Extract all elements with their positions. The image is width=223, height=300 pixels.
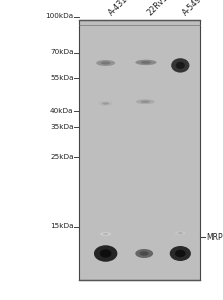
- Ellipse shape: [170, 246, 191, 261]
- Ellipse shape: [171, 58, 190, 73]
- Ellipse shape: [175, 250, 186, 257]
- Ellipse shape: [100, 249, 112, 258]
- Ellipse shape: [94, 245, 117, 262]
- Ellipse shape: [96, 60, 115, 66]
- Ellipse shape: [178, 232, 183, 234]
- Ellipse shape: [135, 249, 153, 258]
- Ellipse shape: [140, 100, 150, 103]
- Text: 35kDa: 35kDa: [50, 124, 74, 130]
- Text: A-549: A-549: [182, 0, 204, 17]
- Ellipse shape: [136, 99, 155, 104]
- Text: 40kDa: 40kDa: [50, 108, 74, 114]
- Ellipse shape: [141, 61, 151, 64]
- Text: 70kDa: 70kDa: [50, 50, 74, 56]
- Text: 15kDa: 15kDa: [50, 224, 74, 230]
- Ellipse shape: [98, 101, 113, 106]
- Bar: [79, 20, 200, 280]
- Ellipse shape: [135, 60, 157, 65]
- Ellipse shape: [176, 62, 185, 69]
- Text: MRPL12: MRPL12: [206, 232, 223, 242]
- Ellipse shape: [103, 233, 108, 235]
- Ellipse shape: [102, 102, 109, 105]
- Ellipse shape: [101, 61, 110, 64]
- Ellipse shape: [100, 232, 111, 236]
- Text: 22Rv1: 22Rv1: [145, 0, 170, 17]
- Text: 55kDa: 55kDa: [50, 75, 74, 81]
- Ellipse shape: [175, 231, 186, 235]
- Ellipse shape: [140, 251, 149, 256]
- Text: 100kDa: 100kDa: [45, 14, 74, 20]
- Text: 25kDa: 25kDa: [50, 154, 74, 160]
- Text: A-431: A-431: [107, 0, 130, 17]
